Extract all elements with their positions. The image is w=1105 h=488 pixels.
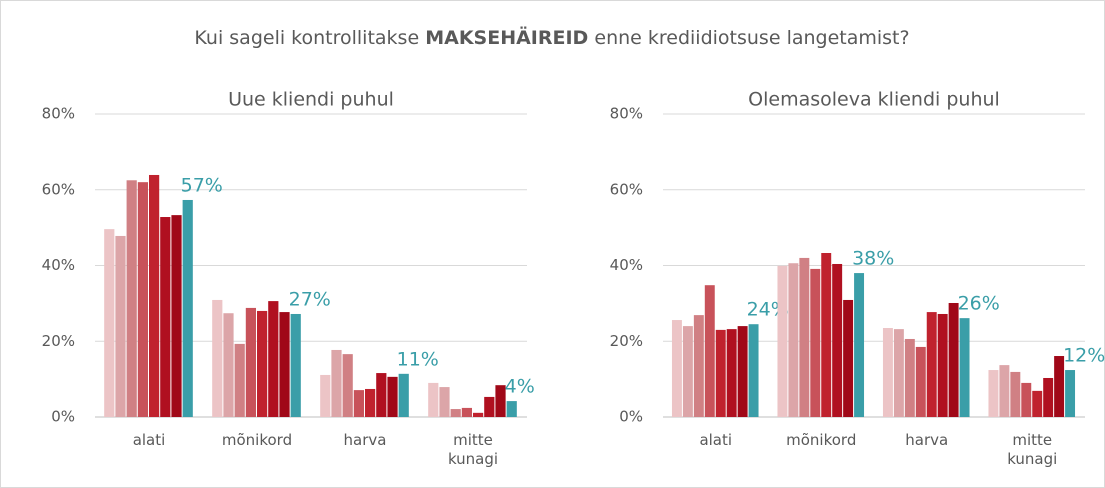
bar bbox=[484, 396, 495, 417]
bar bbox=[726, 329, 737, 417]
title-part: enne krediidiotsuse langetamist? bbox=[594, 27, 909, 49]
title-part: Kui sageli kontrollitakse bbox=[194, 27, 419, 49]
main-title: Kui sageli kontrollitakse MAKSEHÄIREID e… bbox=[194, 25, 909, 49]
bar bbox=[715, 329, 726, 417]
bar bbox=[182, 199, 193, 417]
bar bbox=[671, 320, 682, 417]
bar bbox=[461, 407, 472, 417]
y-tick-label: 20% bbox=[610, 332, 643, 350]
bar bbox=[450, 409, 461, 417]
bar bbox=[115, 235, 126, 417]
bar bbox=[704, 285, 715, 417]
bar bbox=[257, 310, 268, 417]
bar bbox=[777, 265, 788, 417]
data-label: 27% bbox=[289, 288, 331, 310]
x-tick-label: mõnikord bbox=[221, 431, 293, 449]
bar bbox=[948, 302, 959, 417]
bar bbox=[398, 373, 409, 417]
bar bbox=[1021, 382, 1032, 417]
y-tick-label: 60% bbox=[42, 180, 75, 198]
bar bbox=[1032, 390, 1043, 417]
bar bbox=[737, 326, 748, 417]
bar bbox=[810, 268, 821, 417]
bar bbox=[959, 318, 970, 417]
y-tick-label: 80% bbox=[610, 105, 643, 123]
bar bbox=[268, 301, 279, 417]
bar bbox=[904, 338, 915, 417]
bar bbox=[160, 217, 171, 417]
y-tick-label: 80% bbox=[42, 105, 75, 123]
bar bbox=[495, 385, 506, 417]
bar bbox=[843, 299, 854, 417]
bar bbox=[126, 180, 137, 417]
data-label: 38% bbox=[852, 248, 894, 270]
bar bbox=[506, 401, 517, 417]
y-tick-label: 40% bbox=[42, 256, 75, 274]
bar bbox=[137, 182, 148, 417]
bar bbox=[428, 382, 439, 417]
bar bbox=[1054, 356, 1065, 417]
bar bbox=[882, 327, 893, 417]
bar bbox=[320, 374, 331, 417]
bar bbox=[387, 376, 398, 417]
bar bbox=[342, 354, 353, 417]
bar bbox=[279, 312, 290, 417]
bar bbox=[1010, 371, 1021, 417]
y-tick-label: 60% bbox=[610, 180, 643, 198]
data-label: 4% bbox=[505, 376, 535, 398]
data-label: 26% bbox=[958, 293, 1000, 315]
bar bbox=[821, 253, 832, 417]
bar bbox=[832, 263, 843, 417]
x-tick-label: mitte kunagi bbox=[1007, 431, 1058, 468]
bar bbox=[915, 346, 926, 417]
bar bbox=[854, 273, 865, 417]
bar bbox=[788, 263, 799, 417]
bar bbox=[473, 412, 484, 417]
y-tick-label: 0% bbox=[51, 408, 75, 426]
bar bbox=[748, 324, 759, 417]
bar bbox=[353, 390, 364, 417]
bar bbox=[104, 229, 115, 417]
bar bbox=[1043, 377, 1054, 417]
x-tick-label: alati bbox=[699, 431, 733, 449]
bar bbox=[999, 365, 1010, 417]
x-tick-label: alati bbox=[132, 431, 166, 449]
data-label: 57% bbox=[181, 174, 223, 196]
bar bbox=[893, 329, 904, 417]
bar bbox=[331, 349, 342, 417]
bar bbox=[245, 307, 256, 417]
data-label: 11% bbox=[397, 348, 439, 370]
bar bbox=[234, 343, 245, 417]
bar bbox=[365, 388, 376, 417]
bar bbox=[1065, 370, 1076, 417]
bar bbox=[439, 387, 450, 417]
x-tick-label: mõnikord bbox=[786, 431, 857, 449]
chart-title: Olemasoleva kliendi puhul bbox=[748, 89, 1000, 111]
x-tick-label: harva bbox=[905, 431, 949, 449]
chart-title: Uue kliendi puhul bbox=[228, 89, 394, 111]
bar bbox=[937, 313, 948, 417]
bar bbox=[171, 215, 182, 417]
bar bbox=[212, 299, 223, 417]
x-tick-label: harva bbox=[343, 431, 387, 449]
bar bbox=[988, 370, 999, 417]
bar bbox=[149, 174, 160, 417]
x-tick-label: mitte kunagi bbox=[447, 431, 499, 468]
y-tick-label: 40% bbox=[610, 256, 643, 274]
bar bbox=[223, 313, 234, 417]
y-tick-label: 20% bbox=[42, 332, 75, 350]
bar bbox=[799, 257, 810, 417]
bar bbox=[376, 373, 387, 417]
title-bold: MAKSEHÄIREID bbox=[425, 25, 588, 49]
bar bbox=[290, 313, 301, 417]
bar bbox=[926, 312, 937, 417]
y-tick-label: 0% bbox=[619, 408, 643, 426]
bar bbox=[693, 315, 704, 417]
data-label: 12% bbox=[1063, 345, 1105, 367]
bar bbox=[682, 326, 693, 417]
